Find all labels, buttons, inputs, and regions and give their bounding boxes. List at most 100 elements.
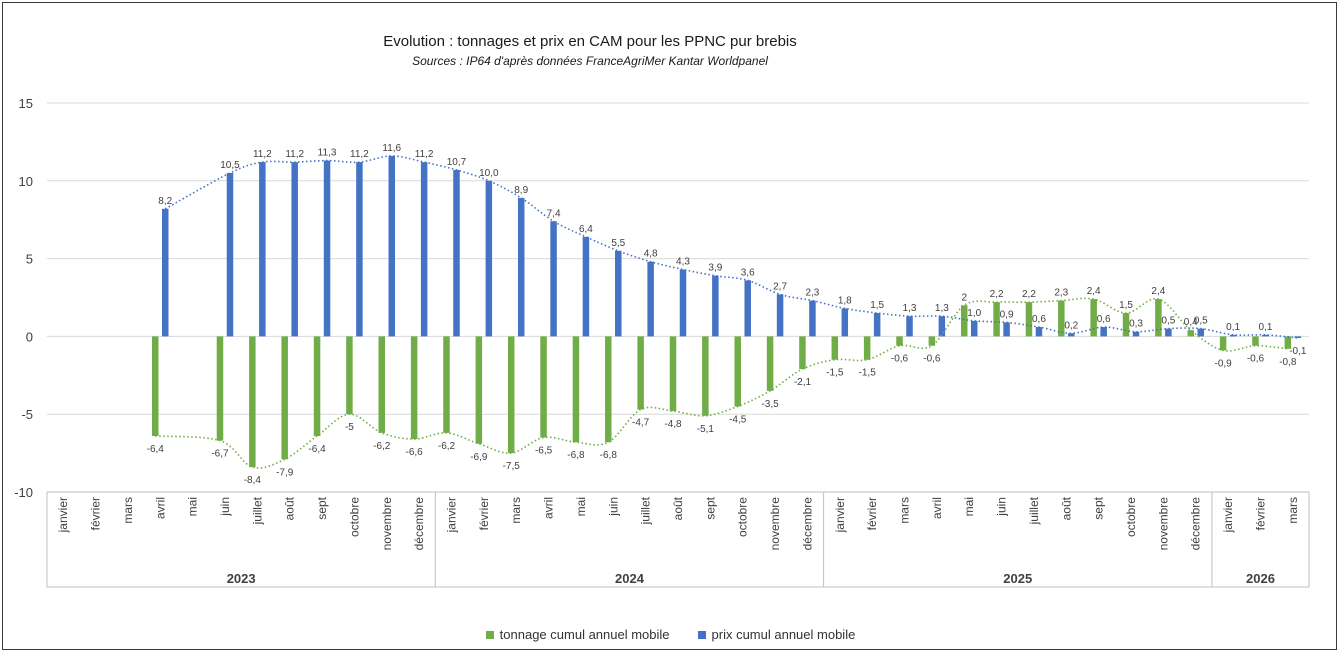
bar-tonnage	[249, 336, 256, 468]
data-label-prix: 11,6	[382, 143, 401, 154]
y-tick-label: 10	[19, 174, 33, 189]
data-label-tonnage: -6,7	[211, 449, 229, 460]
data-label-prix: 11,2	[350, 149, 369, 160]
data-label-tonnage: 2,3	[1054, 288, 1068, 299]
bar-tonnage	[410, 336, 418, 440]
bar-tonnage	[702, 336, 709, 416]
legend-item-prix: prix cumul annuel mobile	[697, 627, 855, 642]
x-tick-label: mai	[186, 497, 200, 516]
bar-prix	[485, 180, 493, 337]
bar-prix	[1035, 327, 1043, 337]
x-tick-label: août	[671, 496, 685, 520]
bar-prix	[1294, 336, 1302, 338]
bar-prix	[776, 294, 784, 337]
x-tick-label: décembre	[1189, 497, 1203, 551]
x-tick-label: février	[89, 497, 103, 530]
data-label-prix: 7,4	[547, 208, 561, 219]
bar-prix	[1165, 328, 1172, 337]
x-tick-label: octobre	[347, 497, 361, 537]
trend-line-tonnage	[155, 297, 1288, 469]
bar-prix	[679, 269, 687, 337]
data-label-prix: 0,9	[1000, 309, 1014, 320]
x-tick-label: février	[865, 497, 879, 530]
x-tick-label: juillet	[639, 496, 653, 525]
x-tick-label: février	[477, 497, 491, 530]
data-label-prix: 0,5	[1161, 316, 1175, 327]
bar-tonnage	[572, 336, 580, 443]
bar-tonnage	[669, 336, 677, 412]
data-label-prix: 11,3	[318, 148, 337, 159]
bar-prix	[809, 300, 816, 337]
bar-prix	[226, 173, 234, 337]
data-label-prix: 1,3	[935, 303, 949, 314]
x-tick-label: juin	[995, 497, 1009, 517]
x-tick-label: août	[283, 496, 297, 520]
bar-prix	[873, 313, 881, 337]
bar-prix	[550, 221, 557, 337]
data-label-prix: 2,3	[805, 288, 819, 299]
data-label-tonnage: -7,9	[276, 467, 294, 478]
chart-legend: tonnage cumul annuel mobile prix cumul a…	[0, 627, 1341, 642]
y-tick-label: 5	[26, 252, 33, 267]
x-tick-label: novembre	[768, 497, 782, 551]
data-label-tonnage: -1,5	[859, 368, 877, 379]
bar-prix	[323, 160, 331, 337]
data-label-tonnage: -7,5	[503, 461, 521, 472]
bar-prix	[1003, 322, 1010, 337]
legend-swatch-prix	[697, 630, 706, 639]
data-label-prix: 0,6	[1032, 314, 1046, 325]
bar-prix	[906, 316, 913, 337]
bar-prix	[647, 261, 654, 337]
data-label-prix: -0,1	[1289, 346, 1307, 357]
data-label-prix: 0,1	[1226, 322, 1240, 333]
bar-tonnage	[540, 336, 547, 438]
x-tick-label: novembre	[380, 497, 394, 551]
x-tick-label: mars	[898, 497, 912, 524]
bar-tonnage	[1122, 313, 1130, 337]
x-tick-label: janvier	[444, 497, 458, 533]
data-label-tonnage: -5,1	[697, 424, 715, 435]
data-label-prix: 8,9	[514, 185, 528, 196]
bar-tonnage	[346, 336, 353, 415]
bar-tonnage	[863, 336, 871, 360]
x-tick-label: août	[1059, 496, 1073, 520]
x-tick-label: avril	[542, 497, 556, 519]
data-label-tonnage: 2,2	[990, 289, 1004, 300]
data-label-tonnage: -6,9	[470, 452, 488, 463]
data-label-prix: 8,2	[158, 196, 172, 207]
data-label-tonnage: -0,8	[1279, 357, 1297, 368]
data-label-prix: 0,6	[1097, 314, 1111, 325]
bar-tonnage	[378, 336, 386, 433]
x-tick-label: mars	[509, 497, 523, 524]
data-label-prix: 3,6	[741, 267, 755, 278]
data-label-prix: 10,7	[447, 157, 467, 168]
data-label-tonnage: -6,8	[600, 450, 618, 461]
data-label-tonnage: 1,5	[1119, 300, 1133, 311]
bar-tonnage	[993, 302, 1000, 337]
y-tick-label: 0	[26, 329, 33, 344]
x-tick-label: mars	[121, 497, 135, 524]
bar-tonnage	[766, 336, 774, 391]
bar-prix	[1197, 328, 1204, 337]
bar-prix	[615, 250, 622, 337]
bar-tonnage	[313, 336, 321, 436]
data-label-prix: 4,8	[644, 249, 658, 260]
data-label-tonnage: 2,4	[1151, 286, 1165, 297]
bar-tonnage	[831, 336, 839, 360]
data-label-prix: 11,2	[253, 149, 272, 160]
data-label-tonnage: -6,6	[406, 447, 424, 458]
bar-prix	[744, 280, 751, 337]
x-tick-label: avril	[930, 497, 944, 519]
data-label-prix: 1,0	[967, 308, 981, 319]
bar-tonnage	[1058, 300, 1065, 337]
data-label-tonnage: -4,8	[664, 419, 682, 430]
bar-prix	[712, 275, 719, 337]
bar-prix	[938, 316, 946, 337]
data-label-tonnage: -0,6	[923, 354, 941, 365]
data-label-tonnage: -0,6	[891, 354, 909, 365]
chart-subtitle: Sources : IP64 d'après données FranceAgr…	[412, 54, 768, 68]
x-tick-label: avril	[153, 497, 167, 519]
data-label-prix: 1,8	[838, 295, 852, 306]
year-label: 2025	[1003, 571, 1032, 586]
bar-tonnage	[1284, 336, 1292, 349]
